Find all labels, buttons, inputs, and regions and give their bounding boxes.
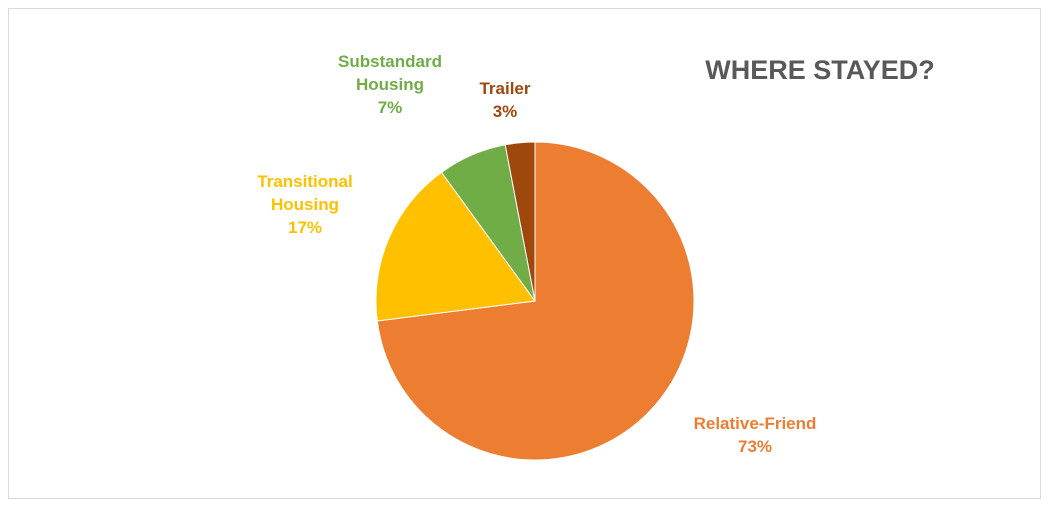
value-label: 17% [287,218,323,237]
value-label: 3% [492,102,518,121]
pie [375,141,695,461]
category-label: Substandard Housing [338,52,442,94]
pie-slice [376,141,695,461]
value-label: 73% [737,437,773,456]
category-label: Trailer [479,79,531,98]
category-label: Transitional Housing [257,172,353,214]
data-label: Relative-Friend 73% [670,412,840,458]
category-label: Relative-Friend [693,414,817,433]
data-label: Transitional Housing 17% [240,170,370,239]
value-label: 7% [377,98,403,117]
pie-slice [504,141,536,302]
pie-slice [375,171,536,322]
data-label: Substandard Housing 7% [320,50,460,119]
chart-title: WHERE STAYED? [705,55,935,85]
data-label: Trailer 3% [470,77,540,123]
